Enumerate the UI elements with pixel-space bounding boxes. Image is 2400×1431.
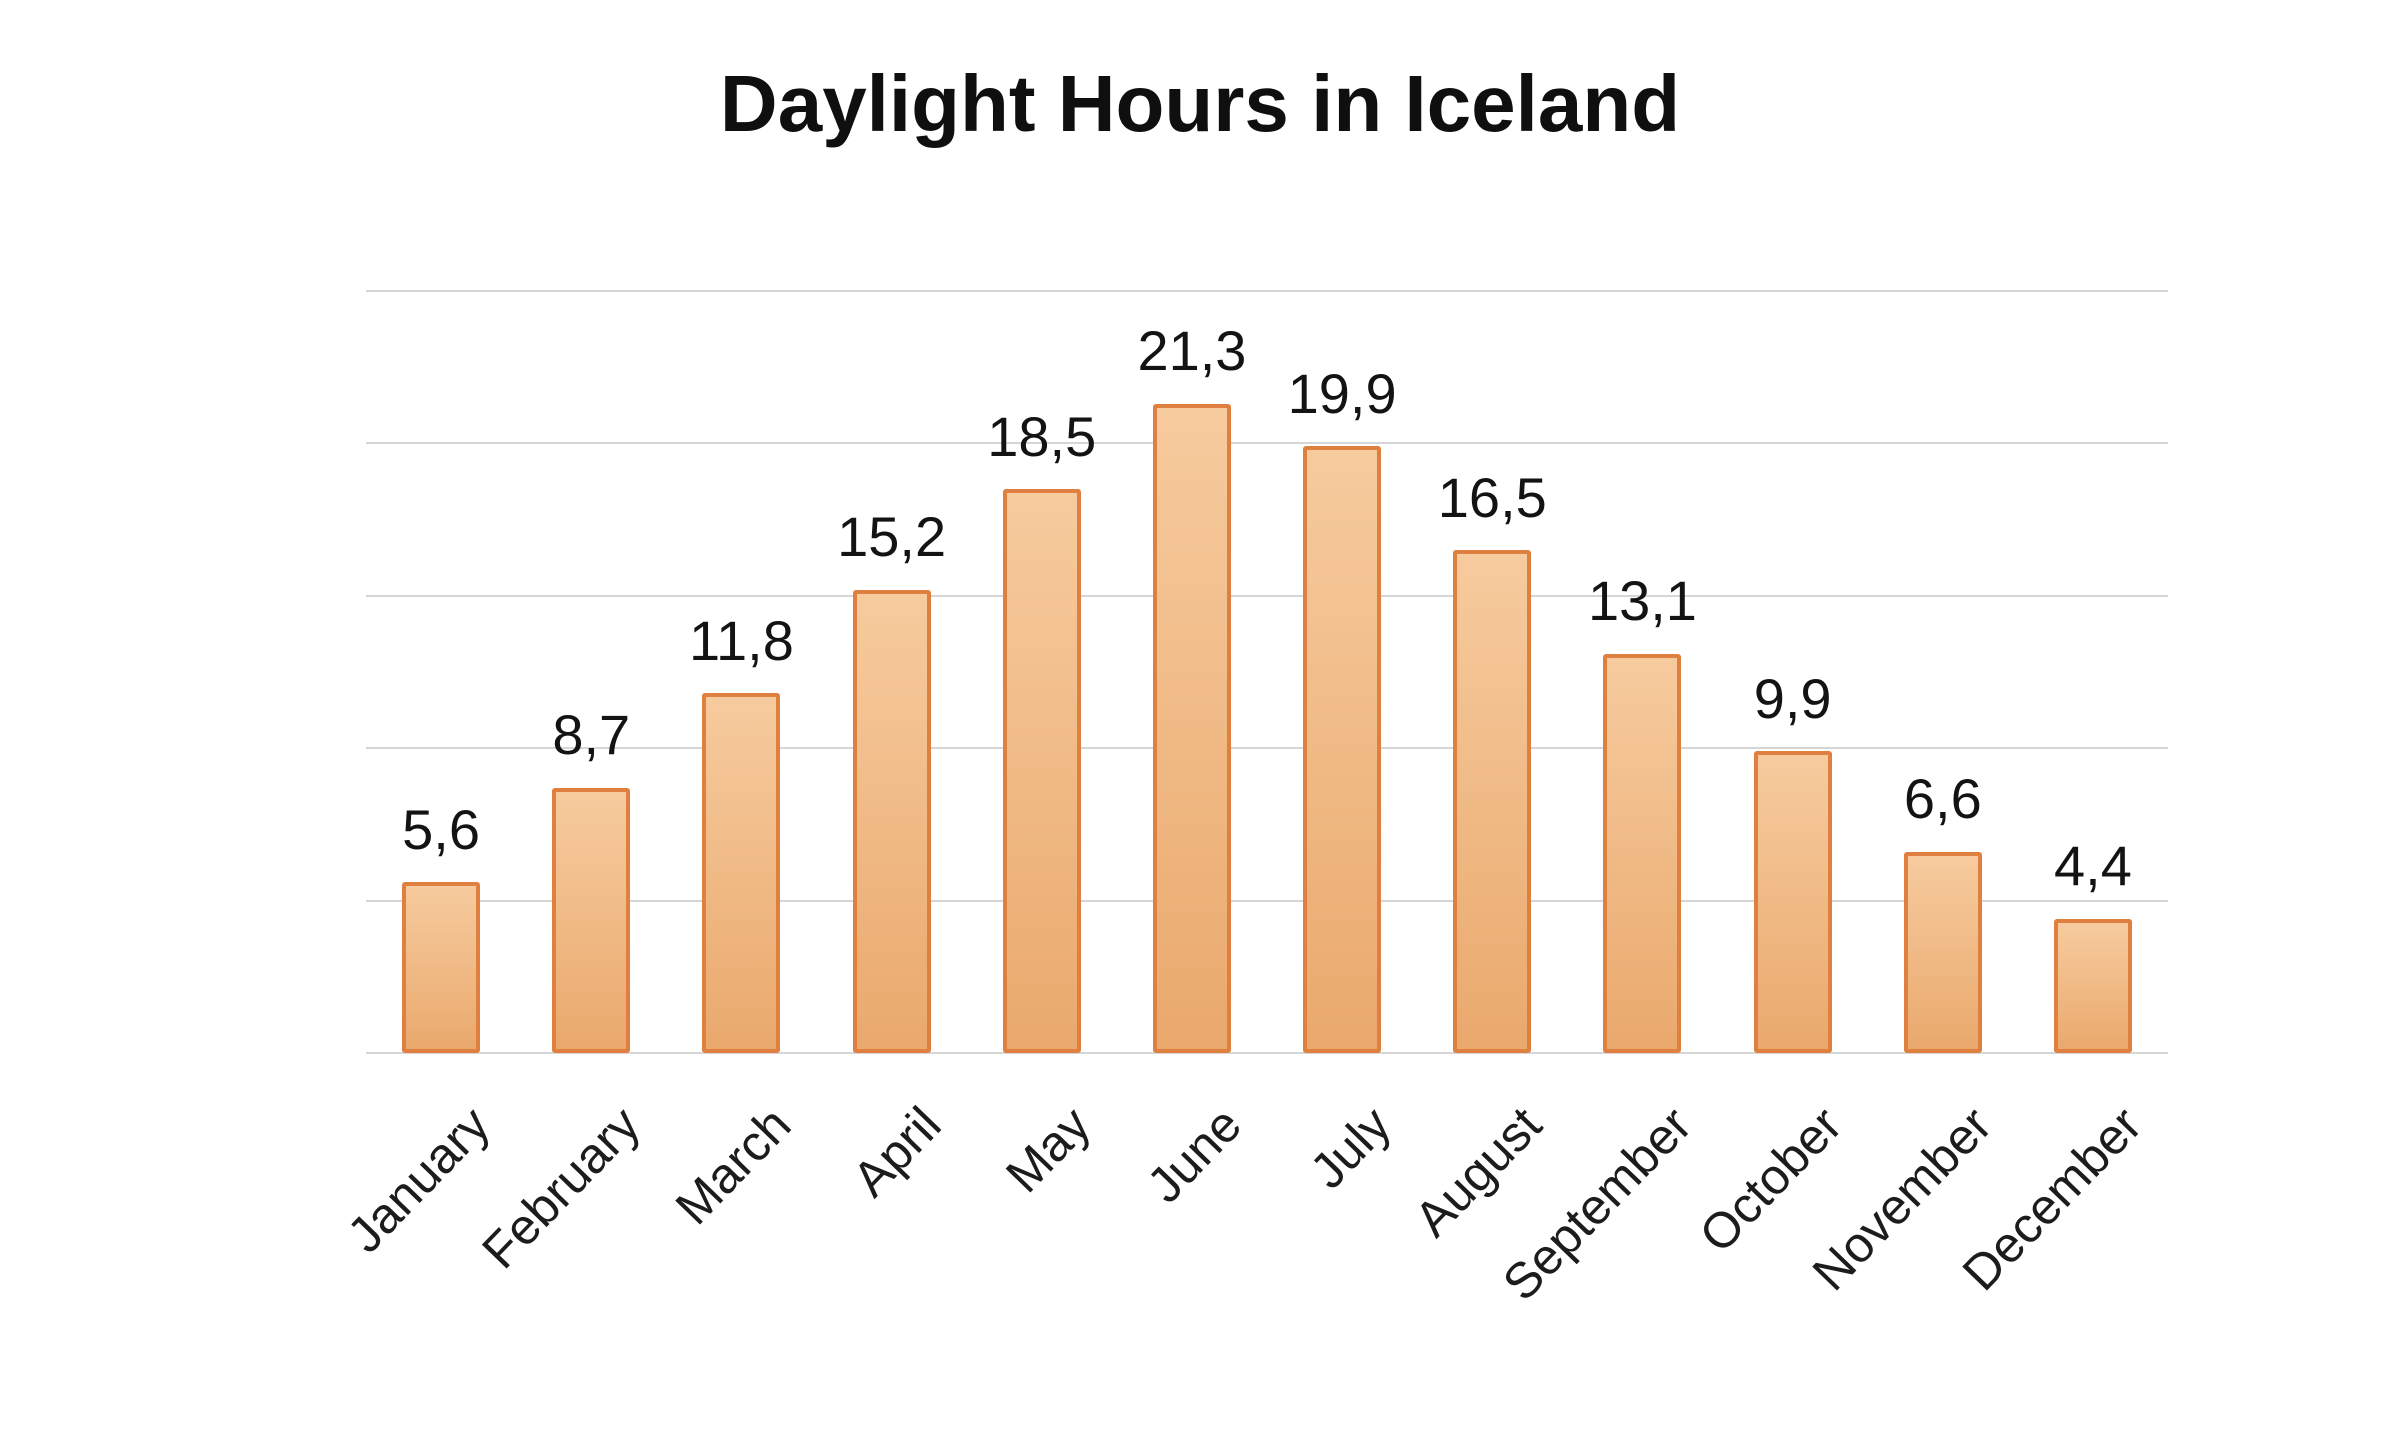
value-label: 8,7 bbox=[552, 703, 631, 767]
value-label: 19,9 bbox=[1287, 361, 1397, 425]
x-axis-label: March bbox=[664, 1096, 802, 1236]
bar: 9,9 bbox=[1753, 668, 1832, 1053]
x-axis-label: April bbox=[841, 1096, 952, 1208]
gridline bbox=[366, 747, 2168, 750]
value-label: 4,4 bbox=[2054, 834, 2132, 898]
bar: 19,9 bbox=[1288, 363, 1397, 1053]
bar-slot: 21,3 June bbox=[1117, 291, 1267, 1213]
gridlines bbox=[366, 290, 2168, 1054]
value-label: 15,2 bbox=[837, 505, 947, 569]
chart-title: Daylight Hours in Iceland bbox=[719, 59, 1681, 148]
bar: 8,7 bbox=[552, 704, 631, 1053]
x-axis-label: June bbox=[1135, 1096, 1252, 1214]
x-axis-label: August bbox=[1403, 1096, 1552, 1248]
bar-slot: 11,8 March bbox=[664, 291, 816, 1235]
gridline bbox=[366, 594, 2168, 597]
bar: 16,5 bbox=[1438, 466, 1547, 1053]
value-label: 11,8 bbox=[689, 608, 794, 672]
bar-slot: 5,6 January bbox=[337, 291, 516, 1264]
value-label: 5,6 bbox=[402, 797, 481, 861]
bar-slot: 16,5 August bbox=[1403, 291, 1567, 1247]
value-label: 18,5 bbox=[987, 404, 1097, 468]
bar: 13,1 bbox=[1588, 570, 1697, 1053]
bar-slot: 8,7 February bbox=[472, 291, 666, 1279]
value-label: 6,6 bbox=[1903, 767, 1982, 831]
value-label: 13,1 bbox=[1587, 569, 1697, 633]
bar: 5,6 bbox=[402, 799, 481, 1053]
bar-slot: 4,4 December bbox=[1952, 291, 2168, 1301]
x-axis-label: February bbox=[471, 1096, 651, 1280]
value-label: 16,5 bbox=[1437, 465, 1547, 529]
bar: 6,6 bbox=[1903, 768, 1982, 1053]
bar-slot: 9,9 October bbox=[1688, 291, 1868, 1264]
value-label: 21,3 bbox=[1137, 319, 1247, 383]
x-axis-label: July bbox=[1299, 1096, 1402, 1200]
value-label: 9,9 bbox=[1753, 666, 1832, 730]
plot-area: 5,6 January 8,7 February 11,8 March 15,2 April 1… bbox=[337, 290, 2168, 1311]
bar-slot: 18,5 May bbox=[967, 291, 1117, 1203]
gridline bbox=[366, 899, 2168, 902]
bar: 4,4 bbox=[2053, 835, 2132, 1053]
bar-slot: 6,6 November bbox=[1802, 291, 2018, 1301]
bar-slot: 19,9 July bbox=[1267, 291, 1417, 1199]
bar: 15,2 bbox=[837, 506, 946, 1053]
bars-row: 5,6 January 8,7 February 11,8 March 15,2 April 1… bbox=[337, 291, 2168, 1311]
gridline bbox=[366, 442, 2168, 445]
bar-slot: 15,2 April bbox=[817, 291, 967, 1207]
bar: 11,8 bbox=[689, 610, 794, 1053]
bar: 18,5 bbox=[987, 405, 1096, 1053]
bar-slot: 13,1 September bbox=[1492, 291, 1717, 1311]
x-axis-label: May bbox=[995, 1096, 1102, 1204]
gridline bbox=[366, 1052, 2168, 1054]
gridline bbox=[366, 290, 2168, 292]
bar: 21,3 bbox=[1137, 320, 1246, 1053]
